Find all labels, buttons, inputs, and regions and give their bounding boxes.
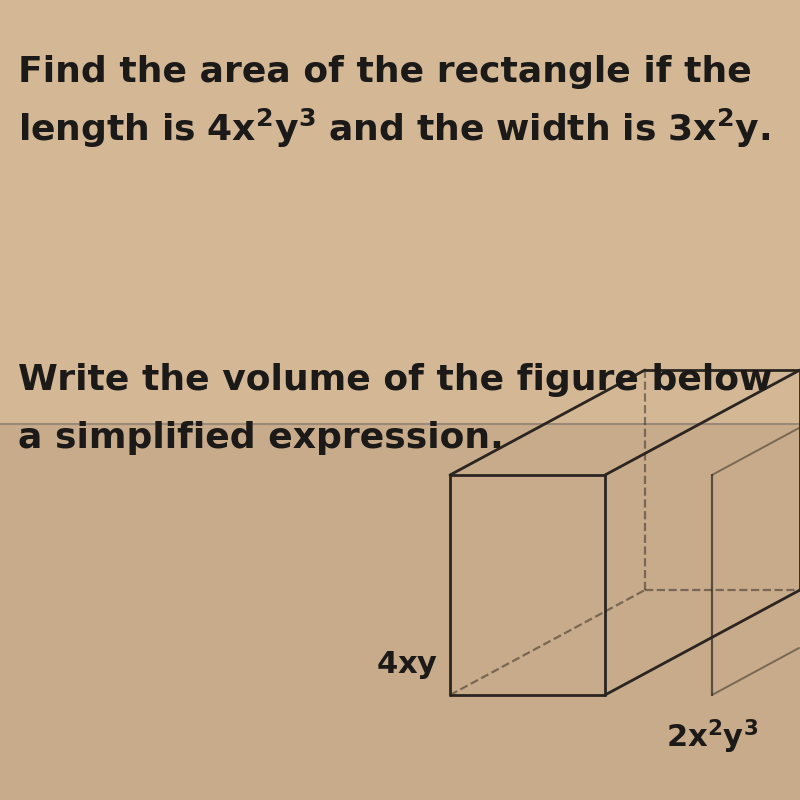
Text: Write the volume of the figure below: Write the volume of the figure below [18,363,772,397]
Bar [0,424,800,800]
Text: $\mathbf{2x^{2}y^{3}}$: $\mathbf{2x^{2}y^{3}}$ [666,717,758,755]
Text: Find the area of the rectangle if the: Find the area of the rectangle if the [18,55,752,89]
Text: $\mathbf{4xy}$: $\mathbf{4xy}$ [376,649,438,681]
Text: $\mathbf{length\ is\ 4x^{2}y^{3}\ and\ the\ width\ is\ 3x^{2}y.}$: $\mathbf{length\ is\ 4x^{2}y^{3}\ and\ t… [18,106,770,150]
Text: a simplified expression.: a simplified expression. [18,421,504,455]
Bar [0,0,800,424]
